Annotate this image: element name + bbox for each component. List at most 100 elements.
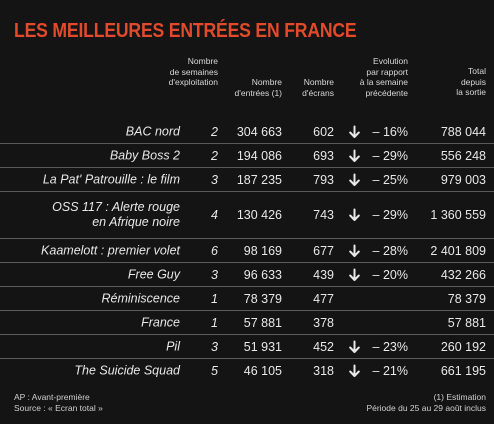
table-row: BAC nord 2 304 663 602 – 16% 788 044 (0, 120, 494, 144)
arrow-down-icon (349, 149, 361, 162)
footnote-left: AP : Avant-première Source : « Ecran tot… (14, 392, 103, 414)
table-row: Kaamelott : premier volet 6 98 169 677 – 28%… (0, 239, 494, 263)
arrow-down-icon (349, 340, 361, 353)
table-row: Réminiscence 1 78 379 477 78 379 (0, 287, 494, 311)
entries-cell: 78 379 (243, 291, 282, 306)
entries-cell: 96 633 (243, 267, 282, 282)
table-row: The Suicide Squad 5 46 105 318 – 21% 661 195 (0, 359, 494, 382)
film-title: Free Guy (128, 267, 180, 282)
entries-cell: 98 169 (243, 243, 282, 258)
total-cell: 1 360 559 (430, 208, 486, 222)
screens-cell: 318 (313, 363, 334, 378)
arrow-down-icon (349, 208, 361, 222)
weeks-cell: 1 (211, 315, 218, 330)
table-row: Free Guy 3 96 633 439 – 20% 432 266 (0, 263, 494, 287)
entries-cell: 46 105 (243, 363, 282, 378)
evolution-cell: – 21% (372, 363, 408, 378)
weeks-cell: 3 (211, 339, 218, 354)
header-screens-line: d'écrans (302, 87, 334, 98)
screens-cell: 378 (313, 315, 334, 330)
film-title: BAC nord (126, 124, 180, 139)
arrow-down-icon (349, 173, 361, 186)
film-title: Pil (166, 339, 180, 354)
film-title-line: Baby Boss 2 (109, 148, 180, 162)
table-row: France 1 57 881 378 57 881 (0, 311, 494, 335)
film-title: Réminiscence (101, 291, 180, 306)
film-title-line: Free Guy (127, 267, 180, 281)
weeks-cell: 5 (211, 363, 218, 378)
table-row: La Pat' Patrouille : le film 3 187 235 793 –… (0, 168, 494, 192)
film-title-line: Réminiscence (101, 291, 180, 305)
evolution-cell: – 25% (372, 172, 408, 187)
screens-cell: 677 (313, 243, 334, 258)
table-row: OSS 117 : Alerte rouge en Afrique noire 4 1… (0, 192, 494, 239)
entries-cell: 57 881 (243, 315, 282, 330)
total-cell: 260 192 (440, 339, 486, 354)
header-evolution-line: Evolution (373, 56, 408, 66)
header-screens: Nombre d'écrans (284, 77, 334, 98)
weeks-cell: 2 (211, 148, 218, 163)
film-title: The Suicide Squad (74, 363, 180, 378)
arrow-down-icon (349, 244, 361, 257)
box-office-table: BAC nord 2 304 663 602 – 16% 788 044 Baby Boss… (0, 120, 494, 382)
header-total-line: la sortie (456, 87, 486, 97)
film-title: Baby Boss 2 (110, 148, 180, 163)
arrow-down-icon (349, 364, 361, 377)
arrow-down-icon (349, 268, 361, 281)
entries-cell: 304 663 (236, 124, 282, 139)
weeks-cell: 4 (211, 208, 218, 222)
film-title: France (141, 315, 180, 330)
film-title-line: La Pat' Patrouille : le film (42, 172, 180, 186)
header-total: Total depuis la sortie (416, 66, 486, 98)
entries-cell: 194 086 (236, 148, 282, 163)
screens-cell: 439 (313, 267, 334, 282)
footnote-source: Source : « Ecran total » (14, 403, 103, 413)
weeks-cell: 3 (211, 267, 218, 282)
header-screens-line: Nombre (303, 77, 334, 87)
film-title: Kaamelott : premier volet (41, 243, 180, 258)
evolution-cell: – 28% (372, 243, 408, 258)
total-cell: 2 401 809 (430, 243, 486, 258)
screens-cell: 693 (313, 148, 334, 163)
table-row: Baby Boss 2 2 194 086 693 – 29% 556 248 (0, 144, 494, 168)
weeks-cell: 1 (211, 291, 218, 306)
footnote-period: Période du 25 au 29 août inclus (366, 403, 486, 413)
header-total-line: Total (468, 66, 486, 76)
film-title-line: France (141, 315, 180, 329)
header-weeks-line: d'exploitation (168, 77, 218, 87)
total-cell: 432 266 (440, 267, 486, 282)
total-cell: 78 379 (447, 291, 486, 306)
total-cell: 556 248 (440, 148, 486, 163)
header-evolution-line: à la semaine (359, 77, 408, 87)
footnote-ap: AP : Avant-première (14, 392, 90, 402)
header-weeks: Nombre de semaines d'exploitation (148, 56, 218, 88)
arrow-down-icon (349, 125, 361, 138)
header-entries: Nombre d'entrées (1) (212, 77, 282, 98)
screens-cell: 602 (313, 124, 334, 139)
weeks-cell: 6 (211, 243, 218, 258)
film-title-line: The Suicide Squad (74, 363, 180, 377)
screens-cell: 477 (313, 291, 334, 306)
film-title-line: Kaamelott : premier volet (41, 243, 180, 257)
entries-cell: 130 426 (236, 208, 282, 222)
film-title: OSS 117 : Alerte rouge en Afrique noire (52, 200, 180, 230)
header-weeks-line: Nombre (187, 56, 218, 66)
film-title-line: OSS 117 : Alerte rouge (52, 200, 180, 214)
screens-cell: 793 (313, 172, 334, 187)
film-title-line: en Afrique noire (92, 215, 180, 229)
header-evolution-line: précédente (365, 87, 408, 98)
film-title: La Pat' Patrouille : le film (43, 172, 180, 187)
header-evolution: Evolution par rapport à la semaine précé… (338, 56, 408, 98)
total-cell: 788 044 (440, 124, 486, 139)
weeks-cell: 3 (211, 172, 218, 187)
evolution-cell: – 16% (372, 124, 408, 139)
evolution-cell: – 20% (372, 267, 408, 282)
screens-cell: 452 (313, 339, 334, 354)
total-cell: 661 195 (440, 363, 486, 378)
header-total-line: depuis (460, 76, 486, 87)
film-title-line: BAC nord (125, 124, 180, 138)
entries-cell: 51 931 (243, 339, 282, 354)
total-cell: 57 881 (447, 315, 486, 330)
film-title-line: Pil (166, 339, 180, 353)
screens-cell: 743 (313, 208, 334, 222)
